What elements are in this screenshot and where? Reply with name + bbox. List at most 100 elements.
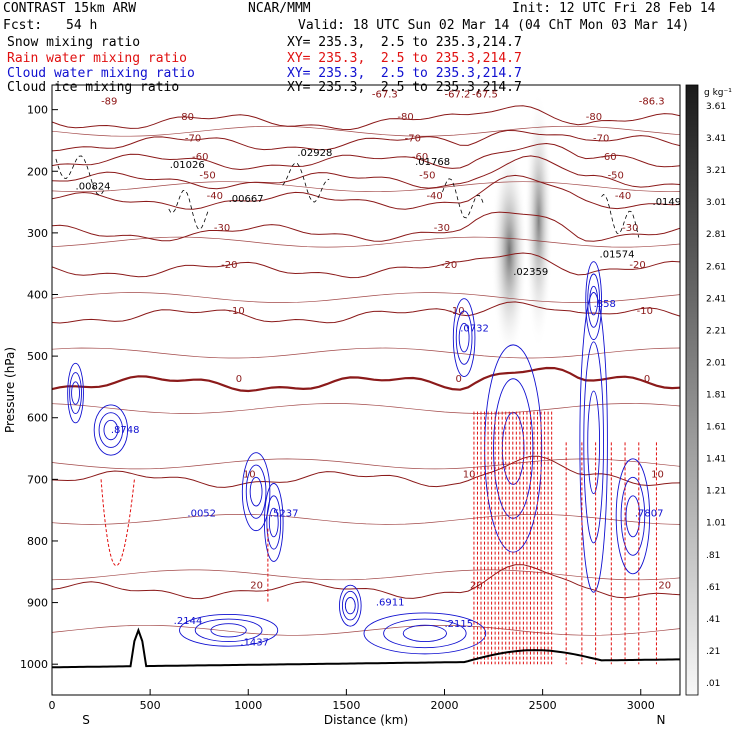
y-tick-label: 700 xyxy=(27,473,48,486)
temperature-contour xyxy=(52,181,680,193)
temperature-contour xyxy=(52,125,680,137)
temperature-contour-label: -70 xyxy=(405,134,421,145)
cloud-water-contour xyxy=(245,464,267,519)
cloud-water-contour xyxy=(93,404,129,456)
contour-max-annotation: .01494 xyxy=(653,197,688,208)
temperature-contour xyxy=(52,129,680,152)
chart-title: CONTRAST 15km ARW xyxy=(3,1,137,16)
colorbar-label: 1.21 xyxy=(706,487,726,497)
contour-max-annotation: .00667 xyxy=(229,194,264,205)
temperature-contour xyxy=(52,292,680,303)
contour-max-annotation: .6911 xyxy=(376,598,405,609)
x-tick-label: 1500 xyxy=(332,699,360,712)
cloud-water-contour xyxy=(620,476,646,556)
x-tick-label: 1000 xyxy=(234,699,262,712)
cloud-water-contour xyxy=(579,292,608,593)
cloud-ice-contour xyxy=(442,178,484,219)
snow-shading xyxy=(524,90,553,351)
terrain-line xyxy=(52,627,680,669)
cloud-water-contour xyxy=(71,381,80,405)
y-tick-label: 900 xyxy=(27,597,48,610)
rain-water-contour xyxy=(100,479,135,567)
temperature-contour-label: -70 xyxy=(593,134,609,145)
temperature-contour-label: -60 xyxy=(192,152,208,163)
cloud-water-contour xyxy=(363,612,487,655)
temperature-contour-label: -20 xyxy=(221,260,237,271)
contour-max-annotation: -67.3 xyxy=(372,89,398,100)
contour-max-annotation: .2144 xyxy=(174,616,203,627)
temperature-contour-label: 20 xyxy=(470,580,483,591)
x-end-label-south: S xyxy=(82,713,90,727)
contour-max-annotation: .02928 xyxy=(297,148,332,159)
init-time: Init: 12 UTC Fri 28 Feb 14 xyxy=(512,1,716,16)
temperature-contour-label: -80 xyxy=(586,112,602,123)
colorbar-unit: g kg⁻¹ xyxy=(704,88,732,98)
y-tick-label: 100 xyxy=(27,104,48,117)
contour-max-annotation: .0732 xyxy=(460,323,489,334)
x-tick-label: 2500 xyxy=(529,699,557,712)
colorbar-label: 3.41 xyxy=(706,134,726,144)
cloud-water-contour xyxy=(210,623,247,638)
temperature-contour xyxy=(52,301,680,324)
x-tick-label: 500 xyxy=(140,699,161,712)
colorbar xyxy=(685,84,699,696)
temperature-contour-label: -30 xyxy=(622,223,638,234)
temperature-contour-label: -80 xyxy=(178,112,194,123)
y-tick-label: 200 xyxy=(27,165,48,178)
cloud-water-contour xyxy=(98,412,124,448)
colorbar-label: .01 xyxy=(706,679,720,689)
temperature-contour-label: 10 xyxy=(651,469,664,480)
contour-max-annotation: .1437 xyxy=(240,638,269,649)
contour-max-annotation: .8748 xyxy=(111,425,140,436)
temperature-contour-label: 20 xyxy=(658,580,671,591)
cloud-water-contour xyxy=(339,584,362,627)
temperature-contour-label: -60 xyxy=(412,152,428,163)
colorbar-label: 2.01 xyxy=(706,358,726,368)
colorbar-label: 3.61 xyxy=(706,102,726,112)
temperature-contour-label: -50 xyxy=(419,171,435,182)
contour-max-annotation: .02359 xyxy=(513,267,548,278)
temperature-contour-label: 20 xyxy=(250,580,263,591)
colorbar-label: 2.81 xyxy=(706,230,726,240)
contour-max-annotation: -67.5 xyxy=(472,89,498,100)
y-tick-label: 400 xyxy=(27,288,48,301)
cloud-water-contour xyxy=(587,390,601,495)
plot-area: -80 -80 -80 -70 -70 -70 -60 -60 -60 -50 -50 -50 -40 -… xyxy=(52,89,688,669)
contour-max-annotation: -86.3 xyxy=(639,97,665,108)
cloud-water-contour xyxy=(615,458,651,575)
temperature-contour-label: -40 xyxy=(207,191,223,202)
temperature-contour-label: 0 xyxy=(644,374,650,385)
temperature-contour xyxy=(52,366,680,393)
cloud-water-contour xyxy=(263,483,284,562)
temperature-contour-label: -80 xyxy=(397,112,413,123)
x-tick-label: 2000 xyxy=(431,699,459,712)
x-tick-label: 0 xyxy=(49,699,56,712)
temperature-contour-label: 10 xyxy=(463,469,476,480)
colorbar-label: 1.01 xyxy=(706,519,726,529)
colorbar-label: .41 xyxy=(706,615,720,625)
model-label: NCAR/MMM xyxy=(248,1,311,16)
contour-max-annotation: .01768 xyxy=(415,157,450,168)
cloud-water-contour xyxy=(179,613,279,647)
y-tick-label: 300 xyxy=(27,227,48,240)
cloud-water-contour xyxy=(589,285,599,316)
temperature-contour xyxy=(52,105,680,131)
temperature-contour xyxy=(52,564,680,600)
temperature-contour xyxy=(52,514,680,525)
colorbar-label: 1.61 xyxy=(706,423,726,433)
y-tick-label: 800 xyxy=(27,535,48,548)
cloud-water-contour xyxy=(249,476,263,507)
field-rain-label: Rain water mixing ratio xyxy=(7,51,188,66)
temperature-contour xyxy=(52,624,680,636)
cloud-water-contour xyxy=(341,590,359,621)
y-tick-label: 500 xyxy=(27,350,48,363)
cloud-water-contour xyxy=(383,618,467,649)
cloud-water-contour xyxy=(69,372,82,415)
cloud-water-contour xyxy=(344,597,356,615)
field-snow-xy: XY= 235.3, 2.5 to 235.3,214.7 xyxy=(287,35,522,50)
field-cloud-ice-xy: XY= 235.3, 2.5 to 235.3,214.7 xyxy=(287,80,522,95)
x-end-label-north: N xyxy=(657,713,666,727)
snow-shading xyxy=(491,141,528,362)
plot-frame xyxy=(51,84,681,696)
